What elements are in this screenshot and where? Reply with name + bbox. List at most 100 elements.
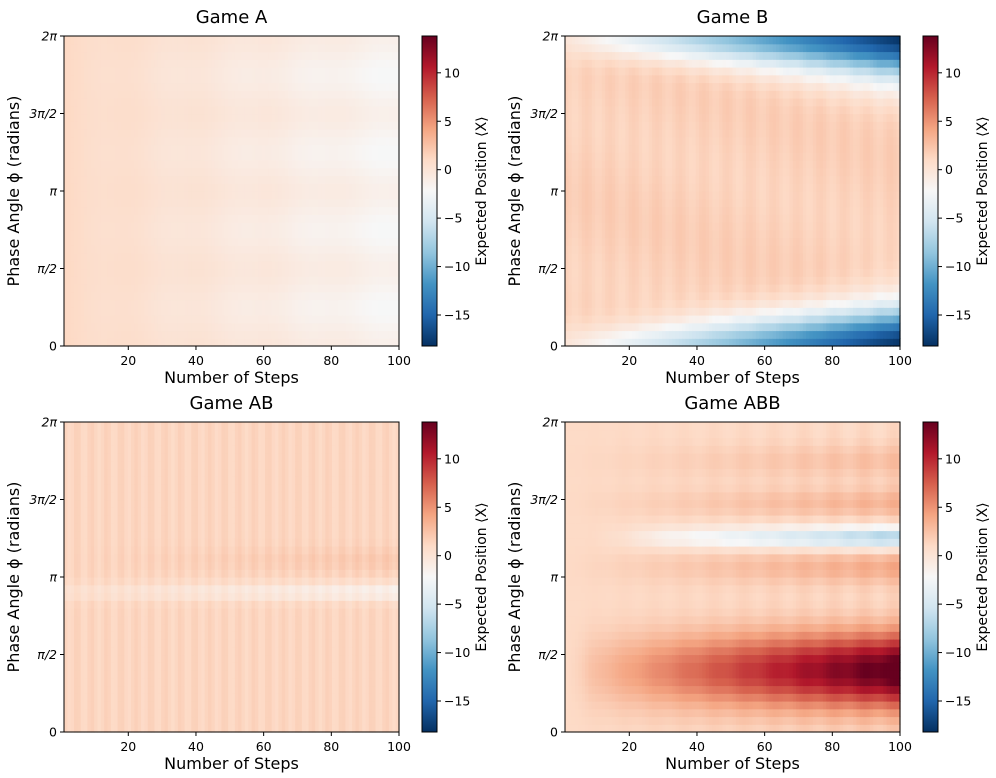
heatmap-cell — [187, 129, 192, 138]
heatmap-cell — [141, 222, 145, 231]
heatmap-cell — [131, 222, 135, 231]
heatmap-cell — [74, 136, 78, 146]
heatmap-cell — [161, 330, 166, 339]
heatmap-cell — [308, 121, 313, 130]
heatmap-cell — [64, 51, 68, 60]
heatmap-cell — [271, 183, 276, 192]
heatmap-cell — [295, 307, 300, 316]
heatmap-cell — [224, 307, 229, 316]
heatmap-cell — [321, 206, 326, 215]
heatmap-cell — [228, 136, 233, 146]
heatmap-cell — [107, 198, 112, 208]
colorbar-label: Expected Position ⟨X⟩ — [474, 116, 490, 265]
heatmap-cell — [151, 191, 156, 200]
heatmap-cell — [167, 307, 172, 316]
heatmap-cell — [218, 284, 223, 293]
heatmap-cell — [74, 206, 78, 215]
heatmap-cell — [90, 129, 95, 138]
heatmap-cell — [214, 136, 219, 146]
heatmap-cell — [100, 237, 105, 246]
heatmap-cell — [114, 229, 119, 239]
heatmap-cell — [301, 191, 306, 200]
heatmap-cell — [231, 160, 236, 169]
heatmap-cell — [325, 338, 330, 347]
heatmap-cell — [144, 237, 149, 246]
heatmap-cell — [144, 51, 149, 60]
heatmap-cell — [254, 191, 259, 200]
heatmap-cell — [275, 98, 279, 107]
heatmap-cell — [114, 315, 119, 324]
heatmap-cell — [157, 121, 162, 130]
heatmap-cell — [80, 121, 85, 130]
heatmap-cell — [254, 183, 259, 192]
heatmap-cell — [77, 167, 82, 177]
heatmap-cell — [218, 198, 223, 208]
heatmap-cell — [117, 129, 122, 138]
heatmap-cell — [275, 160, 279, 169]
heatmap-cell — [321, 191, 326, 200]
heatmap-cell — [97, 121, 102, 130]
heatmap-cell — [228, 222, 233, 231]
heatmap-cell — [80, 291, 85, 301]
heatmap-cell — [318, 299, 323, 308]
heatmap-cell — [301, 245, 306, 254]
heatmap-cell — [147, 299, 152, 308]
heatmap-cell — [278, 36, 283, 45]
heatmap-cell — [120, 206, 125, 215]
heatmap-cell — [231, 98, 236, 107]
heatmap-cell — [228, 284, 233, 293]
heatmap-cell — [147, 307, 152, 316]
heatmap-cell — [271, 206, 276, 215]
heatmap-cell — [141, 51, 145, 60]
heatmap-cell — [164, 36, 169, 45]
heatmap-cell — [241, 105, 246, 115]
heatmap-cell — [224, 284, 229, 293]
heatmap-cell — [184, 59, 189, 68]
heatmap-cell — [244, 222, 249, 231]
heatmap-cell — [134, 322, 139, 332]
heatmap-cell — [104, 167, 109, 177]
heatmap-cell — [261, 198, 266, 208]
heatmap-cell — [127, 136, 132, 146]
heatmap-cell — [251, 307, 256, 316]
heatmap-cell — [177, 198, 182, 208]
heatmap-cell — [321, 121, 326, 130]
heatmap-cell — [154, 276, 159, 285]
heatmap-cell — [110, 121, 115, 130]
heatmap-cell — [174, 299, 179, 308]
heatmap-cell — [141, 229, 145, 239]
heatmap-cell — [248, 198, 253, 208]
heatmap-cell — [191, 175, 196, 184]
heatmap-cell — [308, 206, 313, 215]
heatmap-cell — [70, 90, 75, 99]
heatmap-cell — [144, 183, 149, 192]
heatmap-cell — [288, 268, 293, 277]
heatmap-cell — [265, 222, 269, 231]
heatmap-cell — [295, 284, 300, 293]
heatmap-cell — [134, 260, 139, 270]
heatmap-cell — [157, 36, 162, 45]
heatmap-cell — [137, 206, 142, 215]
heatmap-cell — [157, 307, 162, 316]
heatmap-cell — [74, 276, 78, 285]
heatmap-cell — [187, 160, 192, 169]
heatmap-cell — [211, 338, 216, 347]
heatmap-cell — [241, 90, 246, 99]
heatmap-cell — [84, 299, 89, 308]
heatmap-cell — [131, 229, 135, 239]
heatmap-cell — [224, 183, 229, 192]
heatmap-cell — [275, 338, 279, 347]
heatmap-cell — [74, 51, 78, 60]
heatmap-cell — [254, 167, 259, 177]
heatmap-cell — [171, 198, 176, 208]
heatmap-cell — [80, 260, 85, 270]
heatmap-cell — [265, 144, 269, 153]
heatmap-cell — [214, 98, 219, 107]
heatmap-cell — [171, 330, 176, 339]
heatmap-cell — [271, 74, 276, 84]
heatmap-cell — [198, 206, 202, 215]
heatmap-cell — [90, 43, 95, 53]
heatmap-cell — [177, 152, 182, 161]
heatmap-cell — [127, 167, 132, 177]
heatmap-cell — [74, 284, 78, 293]
